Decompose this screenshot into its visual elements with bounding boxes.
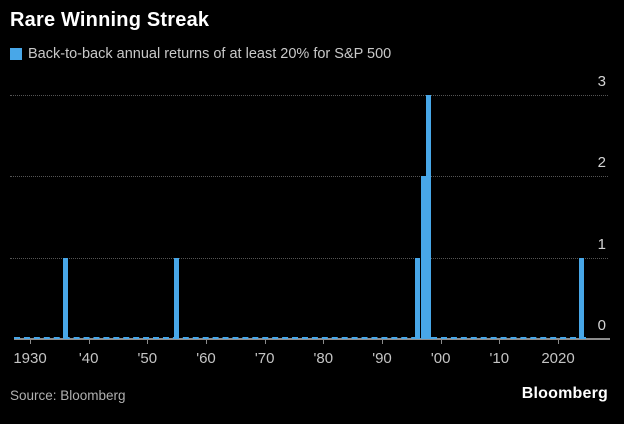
x-axis-tick [499, 340, 501, 344]
bloomberg-logo: Bloomberg [521, 385, 608, 402]
x-axis-tick-label: 1930 [13, 350, 47, 367]
y-gridline [10, 95, 608, 97]
bar [63, 258, 68, 339]
x-axis-tick [147, 340, 149, 344]
x-axis-tick-label: '40 [78, 350, 99, 367]
x-axis-tick-label: '00 [430, 350, 451, 367]
y-axis-tick-label: 2 [597, 154, 606, 172]
legend-swatch-icon [10, 48, 22, 60]
source-note: Source: Bloomberg [10, 388, 126, 403]
y-axis-tick-label: 3 [597, 73, 606, 91]
x-axis-tick [382, 340, 383, 344]
legend: Back-to-back annual returns of at least … [10, 46, 391, 62]
x-axis-tick [323, 340, 325, 344]
x-axis-tick [88, 340, 90, 344]
x-axis-tick [30, 340, 31, 344]
x-axis-tick-label: '60 [196, 350, 216, 367]
bar [421, 176, 426, 339]
x-axis-tick-label: '50 [137, 350, 158, 367]
chart-title: Rare Winning Streak [10, 9, 210, 31]
x-axis-tick [264, 340, 266, 344]
y-gridline [10, 257, 608, 259]
y-axis-tick-label: 1 [597, 235, 606, 253]
x-axis-tick-label: '70 [254, 350, 275, 367]
x-axis-tick-label: '10 [489, 350, 510, 367]
x-axis-line [14, 338, 610, 340]
x-axis-tick-label: '80 [313, 350, 334, 367]
y-gridline [10, 176, 608, 178]
x-axis-tick-label: '90 [372, 350, 392, 367]
legend-label: Back-to-back annual returns of at least … [28, 46, 392, 62]
x-axis-tick [206, 340, 207, 344]
bar [426, 95, 431, 339]
x-axis-tick [440, 340, 442, 344]
x-axis-tick-label: 2020 [541, 350, 575, 367]
bar [579, 258, 584, 339]
bar [415, 258, 420, 339]
y-axis-tick-label: 0 [597, 317, 606, 334]
x-axis-tick [558, 340, 559, 344]
bar [174, 258, 179, 339]
zero-baseline [14, 337, 587, 339]
